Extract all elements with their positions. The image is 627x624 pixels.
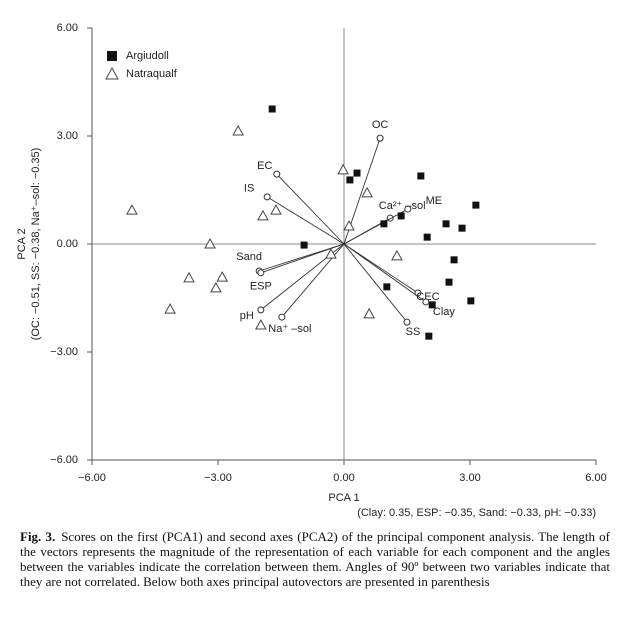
point	[445, 278, 453, 286]
point	[417, 172, 425, 180]
point	[183, 271, 195, 283]
y-axis-note: (OC: −0.51, SS: −0.38, Na⁺–sol: −0.35)	[30, 148, 42, 341]
point	[467, 297, 475, 305]
vector	[343, 243, 408, 323]
vector-label: Na⁺ –sol	[268, 323, 311, 335]
point	[391, 249, 403, 261]
vector-label: Sand	[236, 251, 262, 263]
point	[254, 318, 267, 330]
caption-label: Fig. 3.	[20, 529, 56, 544]
vector-label: IS	[244, 183, 254, 195]
point	[380, 220, 388, 228]
y-tick-label: 0.00	[57, 238, 78, 250]
vector	[260, 243, 345, 274]
point	[232, 124, 245, 136]
vector-end	[257, 306, 265, 314]
point	[164, 303, 176, 314]
vector	[343, 208, 409, 245]
legend-label: Argiudoll	[126, 50, 169, 62]
point	[325, 248, 337, 259]
x-tick-label: 3.00	[459, 472, 480, 484]
y-tick-label: 6.00	[57, 22, 78, 34]
y-tick-label: −6.00	[50, 454, 78, 466]
point	[337, 163, 350, 175]
point	[204, 237, 216, 249]
y-tick-label: 3.00	[57, 130, 78, 142]
point	[300, 241, 308, 249]
x-tick-label: −6.00	[78, 472, 106, 484]
legend-label: Natraqualf	[126, 68, 178, 80]
vector	[343, 243, 419, 294]
point	[210, 281, 222, 293]
vector-label: pH	[240, 310, 254, 322]
caption: Fig. 3. Scores on the first (PCA1) and se…	[20, 529, 610, 589]
vector-end	[404, 205, 412, 213]
vector-end	[263, 193, 271, 201]
point	[458, 224, 466, 232]
vector-label: ME	[426, 195, 443, 207]
point	[472, 201, 480, 209]
point	[270, 204, 282, 215]
x-axis-title: PCA 1	[328, 492, 359, 504]
vector-end	[403, 318, 411, 326]
vector-end	[376, 134, 384, 142]
point	[346, 176, 354, 184]
point	[353, 169, 361, 177]
x-tick-label: 6.00	[585, 472, 606, 484]
vector-label: ESP	[250, 281, 272, 293]
vector	[276, 173, 345, 245]
point	[397, 212, 405, 220]
point	[126, 204, 138, 215]
point	[216, 271, 229, 282]
point	[343, 219, 355, 231]
caption-text: Scores on the first (PCA1) and second ax…	[20, 529, 610, 589]
legend-marker	[107, 51, 117, 61]
x-axis-note: (Clay: 0.35, ESP: −0.35, Sand: −0.33, pH…	[357, 507, 596, 519]
point	[268, 105, 276, 113]
vector-label: CEC	[416, 291, 439, 303]
legend-marker	[105, 66, 119, 80]
vector-end	[257, 269, 265, 277]
vector	[343, 243, 427, 303]
y-tick-label: −3.00	[50, 346, 78, 358]
point	[425, 332, 433, 340]
x-tick-label: 0.00	[333, 472, 354, 484]
vector-label: Clay	[433, 306, 456, 318]
chart: PCA 1 (Clay: 0.35, ESP: −0.35, Sand: −0.…	[16, 22, 607, 519]
vector-label: SS	[406, 326, 421, 338]
point	[363, 307, 376, 319]
x-tick-label: −3.00	[204, 472, 232, 484]
point	[428, 301, 436, 309]
vector-end	[422, 298, 430, 306]
vector-label: Ca²⁺ –sol	[379, 200, 426, 212]
vector	[266, 196, 345, 245]
vector-label: EC	[257, 160, 272, 172]
point	[361, 186, 373, 198]
vector-end	[278, 313, 286, 321]
y-axis-title: PCA 2	[16, 228, 28, 259]
point	[442, 220, 450, 228]
vector-end	[273, 170, 281, 178]
point	[450, 256, 458, 264]
point	[423, 233, 431, 241]
point	[257, 209, 269, 221]
vector-label: OC	[372, 119, 389, 131]
point	[383, 283, 391, 291]
